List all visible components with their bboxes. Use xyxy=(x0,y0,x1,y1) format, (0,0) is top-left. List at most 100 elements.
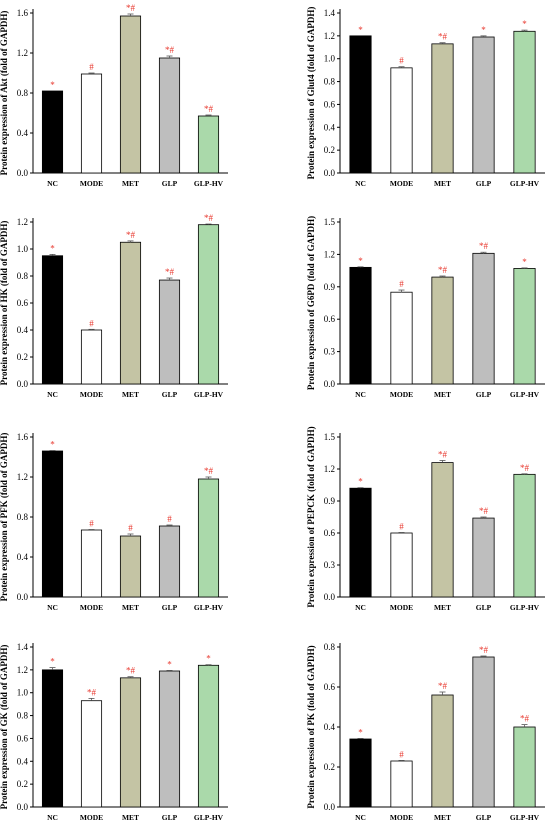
x-tick-label: GLP xyxy=(476,603,492,612)
y-tick-label: 1.2 xyxy=(17,48,28,58)
y-tick-label: 0.0 xyxy=(324,592,336,602)
y-tick-label: 0.0 xyxy=(324,168,336,178)
y-tick-label: 1.4 xyxy=(324,8,336,18)
y-tick-label: 0.3 xyxy=(324,347,336,357)
x-tick-label: MODE xyxy=(80,813,103,822)
y-tick-label: 0.6 xyxy=(324,99,336,109)
y-tick-label: 0.2 xyxy=(17,352,28,362)
bar-nc xyxy=(41,255,64,385)
significance-label: *# xyxy=(479,241,489,251)
y-tick-label: 0.0 xyxy=(17,379,29,389)
x-tick-label: GLP xyxy=(162,390,178,399)
y-tick-label: 0.9 xyxy=(324,282,336,292)
y-tick-label: 0.4 xyxy=(17,552,29,562)
bar-glp xyxy=(158,279,181,385)
y-tick-label: 0.2 xyxy=(324,762,335,772)
x-tick-label: MODE xyxy=(80,390,103,399)
x-tick-label: NC xyxy=(355,179,366,188)
y-tick-label: 0.6 xyxy=(324,314,336,324)
bar-glp-hv xyxy=(513,726,536,808)
y-axis-title: Protein expression of Akt (fold of GAPDH… xyxy=(0,11,9,176)
bar-glp-hv xyxy=(513,30,536,174)
bar-glp-hv xyxy=(197,478,220,598)
y-tick-label: 1.2 xyxy=(324,464,335,474)
x-tick-label: GLP xyxy=(162,179,178,188)
bar-mode xyxy=(390,67,413,174)
chart-panel-8: 0.0 0.2 0.4 0.6 0.8 Protein expression of PK … xyxy=(306,642,545,822)
y-tick-label: 0.6 xyxy=(17,298,29,308)
y-tick-label: 1.5 xyxy=(324,217,336,227)
bar-mode xyxy=(80,329,103,385)
bar-glp xyxy=(472,517,495,598)
y-tick-label: 0.8 xyxy=(17,88,29,98)
y-tick-label: 0.8 xyxy=(17,512,29,522)
y-tick-label: 0.4 xyxy=(17,128,29,138)
y-axis-title: Protein expression of PK (fold of GAPDH) xyxy=(306,645,316,808)
y-tick-label: 0.0 xyxy=(17,168,29,178)
significance-label: # xyxy=(399,279,404,289)
bar-glp xyxy=(472,36,495,174)
significance-label: *# xyxy=(438,32,448,42)
chart-panel-7: 0.0 0.2 0.4 0.6 0.8 1.0 1.2 1.4 Protein expressi… xyxy=(0,642,228,822)
bar-mode xyxy=(80,73,103,174)
y-tick-label: 1.6 xyxy=(17,8,29,18)
y-tick-label: 0.8 xyxy=(17,711,29,721)
x-tick-label: GLP xyxy=(476,179,492,188)
y-tick-label: 0.6 xyxy=(324,682,336,692)
significance-label: *# xyxy=(438,265,448,275)
x-tick-label: MET xyxy=(122,603,139,612)
significance-label: * xyxy=(50,657,55,667)
x-tick-label: GLP xyxy=(162,813,178,822)
bar-mode xyxy=(390,291,413,385)
significance-label: *# xyxy=(204,213,214,223)
significance-label: # xyxy=(399,749,404,759)
bar-nc xyxy=(41,90,64,174)
y-tick-label: 0.0 xyxy=(324,379,336,389)
bar-nc xyxy=(349,35,372,174)
bar-met xyxy=(431,276,454,385)
y-tick-label: 0.4 xyxy=(324,722,336,732)
significance-label: * xyxy=(50,440,55,450)
significance-label: # xyxy=(167,514,172,524)
bar-glp xyxy=(472,656,495,808)
significance-label: *# xyxy=(87,687,97,697)
x-tick-label: MODE xyxy=(390,603,413,612)
y-tick-label: 1.2 xyxy=(17,665,28,675)
x-tick-label: GLP-HV xyxy=(194,603,224,612)
x-tick-label: GLP-HV xyxy=(194,179,224,188)
significance-label: # xyxy=(89,318,94,328)
x-tick-label: NC xyxy=(355,390,366,399)
chart-panel-3: 0.0 0.2 0.4 0.6 0.8 1.0 1.2 Protein expression … xyxy=(0,213,228,399)
x-tick-label: MODE xyxy=(80,179,103,188)
y-tick-label: 1.6 xyxy=(17,432,29,442)
bar-met xyxy=(119,241,142,385)
significance-label: * xyxy=(358,256,363,266)
bar-nc xyxy=(349,738,372,808)
bar-met xyxy=(119,15,142,174)
x-tick-label: GLP-HV xyxy=(194,390,224,399)
bar-glp xyxy=(158,525,181,598)
x-tick-label: NC xyxy=(47,813,58,822)
x-tick-label: GLP-HV xyxy=(510,390,540,399)
bar-glp-hv xyxy=(513,268,536,385)
bar-glp-hv xyxy=(197,224,220,385)
chart-panel-1: 0.0 0.4 0.8 1.2 1.6 Protein expression of Akt… xyxy=(0,3,228,188)
x-tick-label: GLP-HV xyxy=(510,179,540,188)
significance-label: * xyxy=(50,80,55,90)
significance-label: *# xyxy=(165,45,175,55)
bar-glp-hv xyxy=(513,473,536,598)
y-axis-title: Protein expression of G6PD (fold of GAPD… xyxy=(306,216,316,390)
significance-label: * xyxy=(481,25,486,35)
y-tick-label: 1.0 xyxy=(17,688,29,698)
x-tick-label: MET xyxy=(434,603,451,612)
x-tick-label: NC xyxy=(47,390,58,399)
y-tick-label: 1.0 xyxy=(324,54,336,64)
chart-panel-2: 0.0 0.2 0.4 0.6 0.8 1.0 1.2 1.4 Protein expressi… xyxy=(306,7,545,188)
y-tick-label: 1.2 xyxy=(17,217,28,227)
y-axis-title: Protein expression of GK (fold of GAPDH) xyxy=(0,645,9,810)
bar-met xyxy=(431,43,454,174)
y-tick-label: 1.4 xyxy=(17,642,29,652)
y-tick-label: 0.3 xyxy=(324,560,336,570)
x-tick-label: GLP-HV xyxy=(510,603,540,612)
significance-label: *# xyxy=(479,506,489,516)
